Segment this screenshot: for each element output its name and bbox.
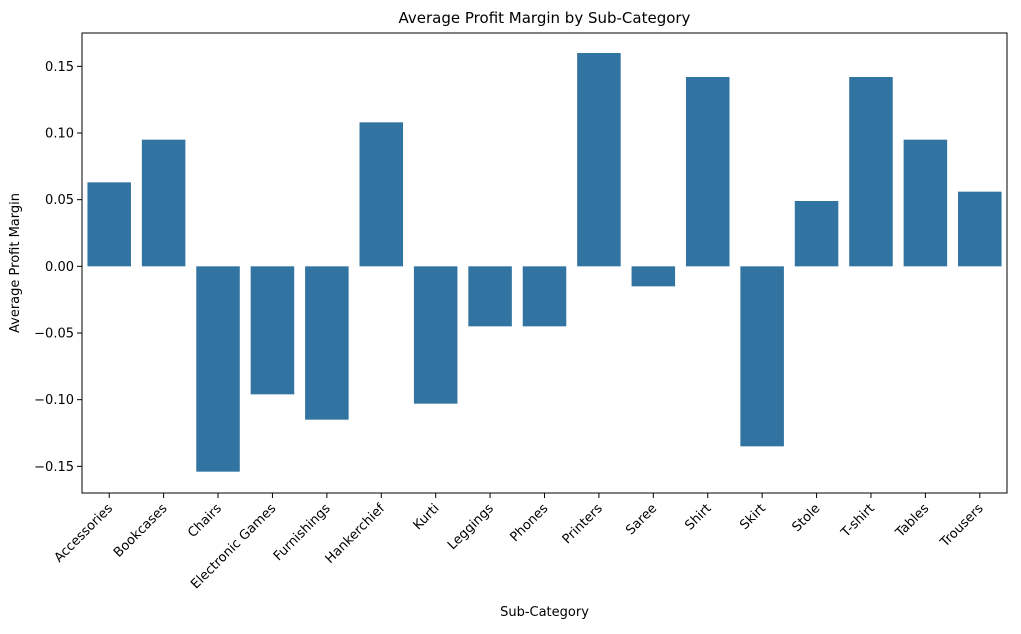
x-tick-label: T-shirt (838, 501, 878, 541)
x-tick-label: Saree (623, 501, 660, 538)
y-tick-label: −0.05 (34, 327, 74, 342)
bar (685, 77, 730, 267)
bar (794, 201, 839, 267)
y-tick-label: 0.15 (45, 60, 74, 75)
bar (196, 266, 240, 472)
bar (413, 266, 458, 404)
x-axis-label: Sub-Category (500, 605, 589, 620)
y-tick-label: 0.10 (45, 127, 74, 142)
bar (849, 77, 893, 267)
bar (250, 266, 295, 395)
bar (522, 266, 567, 327)
bar (468, 266, 512, 327)
x-tick-label: Skirt (737, 501, 769, 533)
chart-title: Average Profit Margin by Sub-Category (399, 9, 691, 27)
bar (958, 191, 1002, 267)
y-axis-label: Average Profit Margin (8, 193, 23, 333)
x-tick-label: Phones (507, 501, 551, 545)
x-tick-label: Shirt (682, 501, 714, 533)
y-axis: −0.15 −0.10 −0.05 0.00 0.05 0.10 0.15 (34, 60, 82, 475)
y-tick-label: 0.05 (45, 193, 74, 208)
x-tick-label: Stole (790, 501, 824, 535)
bars-group (87, 53, 1002, 472)
x-tick-label: Bookcases (111, 501, 171, 561)
x-tick-label: Trousers (937, 501, 987, 551)
x-tick-label: Leggings (445, 501, 497, 553)
bar (740, 266, 784, 447)
x-tick-label: Kurti (411, 501, 443, 533)
bar (903, 139, 948, 267)
y-tick-label: 0.00 (45, 260, 74, 275)
x-tick-label: Chairs (185, 501, 225, 541)
x-tick-label: Printers (560, 501, 606, 547)
bar (359, 122, 404, 267)
x-tick-label: Tables (892, 501, 932, 541)
bar (631, 266, 676, 287)
bar (305, 266, 349, 420)
bar (141, 139, 186, 267)
x-tick-label: Accessories (52, 501, 117, 566)
bar (577, 53, 621, 267)
y-tick-label: −0.10 (34, 393, 74, 408)
bar (87, 182, 131, 267)
y-tick-label: −0.15 (34, 460, 74, 475)
